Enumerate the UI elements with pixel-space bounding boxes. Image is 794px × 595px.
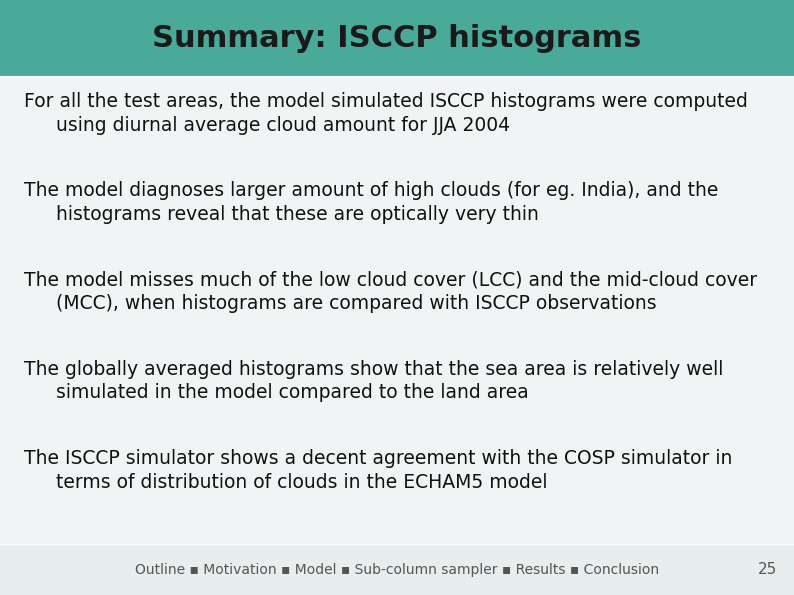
Text: using diurnal average cloud amount for JJA 2004: using diurnal average cloud amount for J…: [56, 115, 510, 134]
Text: For all the test areas, the model simulated ISCCP histograms were computed: For all the test areas, the model simula…: [24, 92, 748, 111]
Text: (MCC), when histograms are compared with ISCCP observations: (MCC), when histograms are compared with…: [56, 294, 656, 313]
Text: The model diagnoses larger amount of high clouds (for eg. India), and the: The model diagnoses larger amount of hig…: [24, 181, 719, 201]
Text: 25: 25: [758, 562, 777, 577]
Text: The model misses much of the low cloud cover (LCC) and the mid-cloud cover: The model misses much of the low cloud c…: [24, 271, 757, 290]
Text: The ISCCP simulator shows a decent agreement with the COSP simulator in: The ISCCP simulator shows a decent agree…: [24, 449, 732, 468]
FancyBboxPatch shape: [0, 0, 794, 77]
Text: terms of distribution of clouds in the ECHAM5 model: terms of distribution of clouds in the E…: [56, 472, 547, 491]
Text: simulated in the model compared to the land area: simulated in the model compared to the l…: [56, 383, 528, 402]
FancyBboxPatch shape: [0, 544, 794, 595]
Text: histograms reveal that these are optically very thin: histograms reveal that these are optical…: [56, 205, 538, 224]
Text: The globally averaged histograms show that the sea area is relatively well: The globally averaged histograms show th…: [24, 360, 723, 379]
Text: Outline ▪ Motivation ▪ Model ▪ Sub-column sampler ▪ Results ▪ Conclusion: Outline ▪ Motivation ▪ Model ▪ Sub-colum…: [135, 563, 659, 577]
Text: Summary: ISCCP histograms: Summary: ISCCP histograms: [152, 24, 642, 53]
